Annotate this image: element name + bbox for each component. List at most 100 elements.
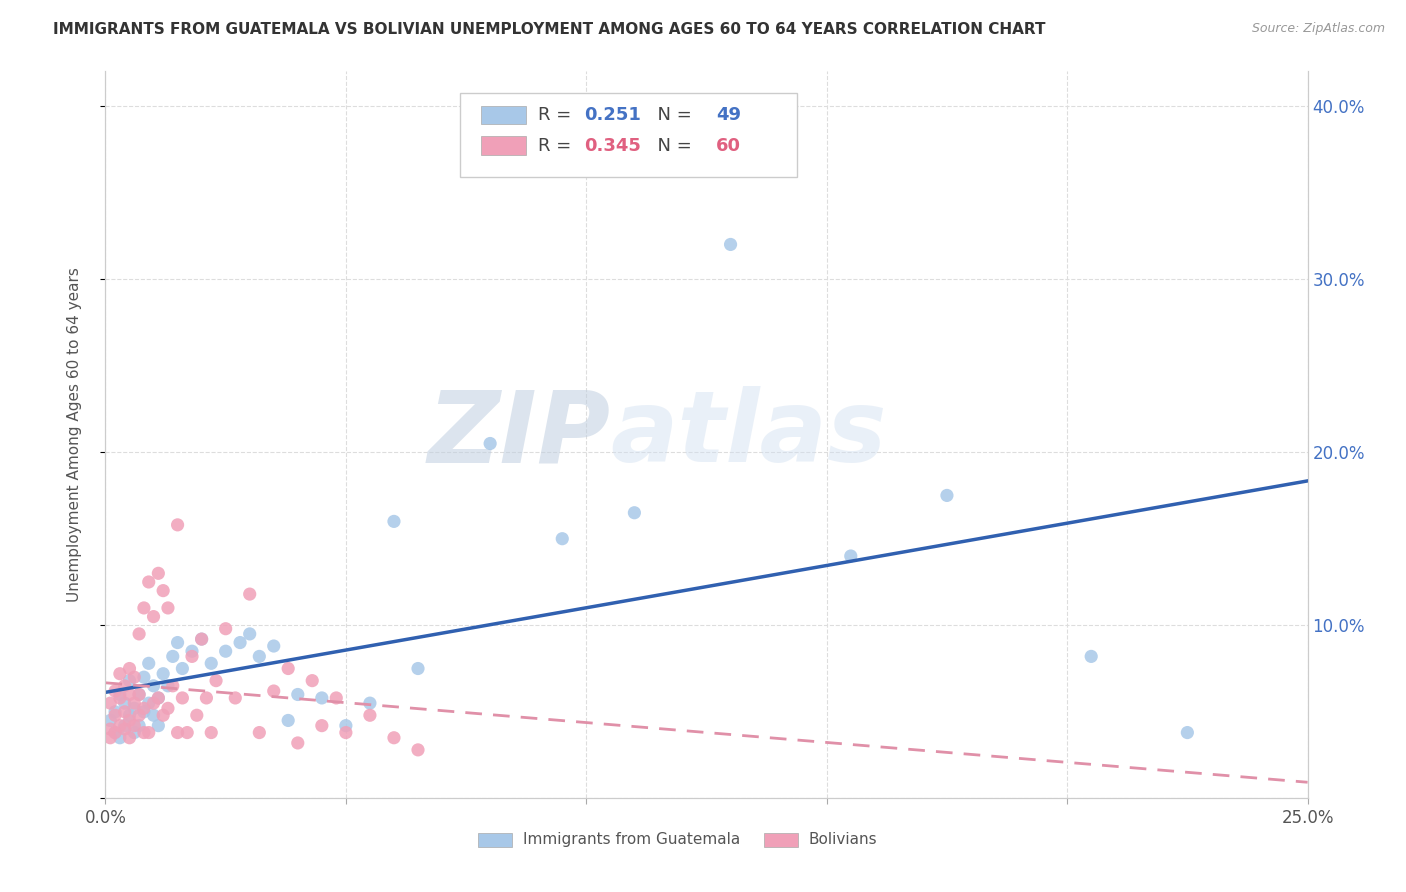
Point [118, 688, 141, 702]
Point [124, 725, 146, 739]
Point [263, 684, 285, 698]
Point [479, 436, 502, 450]
Point [132, 705, 155, 719]
Point [108, 719, 131, 733]
Point [229, 635, 252, 649]
Text: 0.345: 0.345 [583, 136, 641, 154]
Point [186, 708, 208, 723]
Point [104, 684, 127, 698]
Y-axis label: Unemployment Among Ages 60 to 64 years: Unemployment Among Ages 60 to 64 years [67, 268, 82, 602]
Point [325, 690, 347, 705]
Point [936, 488, 959, 502]
Point [166, 725, 188, 739]
Text: N =: N = [647, 106, 697, 124]
Point [200, 657, 222, 671]
Point [176, 725, 198, 739]
Point [132, 670, 155, 684]
Point [114, 679, 136, 693]
Point [98, 722, 121, 736]
Point [118, 714, 141, 728]
Point [98, 731, 121, 745]
Point [152, 666, 174, 681]
Point [104, 725, 127, 739]
Text: Bolivians: Bolivians [808, 831, 877, 847]
Point [108, 688, 131, 702]
Point [138, 657, 160, 671]
Point [148, 719, 170, 733]
Point [128, 708, 150, 723]
Point [277, 714, 299, 728]
Point [311, 690, 333, 705]
Point [128, 627, 150, 641]
Point [162, 649, 184, 664]
Point [108, 666, 131, 681]
Point [114, 719, 136, 733]
Text: Immigrants from Guatemala: Immigrants from Guatemala [523, 831, 740, 847]
Text: R =: R = [538, 106, 578, 124]
Point [335, 725, 357, 739]
Point [277, 661, 299, 675]
Point [287, 688, 309, 702]
Point [148, 690, 170, 705]
Point [247, 649, 270, 664]
Point [382, 731, 405, 745]
Point [205, 673, 228, 688]
Point [287, 736, 309, 750]
Point [156, 701, 179, 715]
Point [239, 627, 262, 641]
Point [335, 719, 357, 733]
Point [132, 725, 155, 739]
Point [118, 708, 141, 723]
Text: atlas: atlas [610, 386, 887, 483]
Point [181, 644, 204, 658]
Point [200, 725, 222, 739]
Point [839, 549, 862, 563]
Point [382, 515, 405, 529]
Point [128, 688, 150, 702]
Point [152, 708, 174, 723]
Point [406, 661, 429, 675]
Point [195, 690, 218, 705]
Point [181, 649, 204, 664]
Point [263, 639, 285, 653]
Point [114, 705, 136, 719]
Text: R =: R = [538, 136, 578, 154]
Point [148, 690, 170, 705]
Point [124, 670, 146, 684]
FancyBboxPatch shape [460, 93, 797, 177]
Point [166, 517, 188, 532]
Text: ZIP: ZIP [427, 386, 610, 483]
Point [118, 731, 141, 745]
Bar [481, 136, 526, 155]
Point [132, 601, 155, 615]
Point [1177, 725, 1199, 739]
Point [214, 644, 236, 658]
Point [142, 679, 165, 693]
Point [311, 719, 333, 733]
Point [118, 673, 141, 688]
Point [239, 587, 262, 601]
Text: N =: N = [647, 136, 697, 154]
Point [172, 661, 194, 675]
Bar [481, 105, 526, 124]
Text: 49: 49 [716, 106, 741, 124]
Point [98, 714, 121, 728]
Point [172, 690, 194, 705]
Point [148, 566, 170, 581]
Point [359, 708, 381, 723]
Text: 0.251: 0.251 [583, 106, 641, 124]
Point [98, 696, 121, 710]
Point [359, 696, 381, 710]
Point [128, 688, 150, 702]
Point [190, 632, 212, 646]
Point [142, 696, 165, 710]
Point [301, 673, 323, 688]
Point [104, 705, 127, 719]
Point [623, 506, 645, 520]
Bar [478, 832, 512, 847]
Point [108, 731, 131, 745]
Point [104, 725, 127, 739]
Text: IMMIGRANTS FROM GUATEMALA VS BOLIVIAN UNEMPLOYMENT AMONG AGES 60 TO 64 YEARS COR: IMMIGRANTS FROM GUATEMALA VS BOLIVIAN UN… [53, 22, 1046, 37]
Point [156, 679, 179, 693]
Point [214, 622, 236, 636]
